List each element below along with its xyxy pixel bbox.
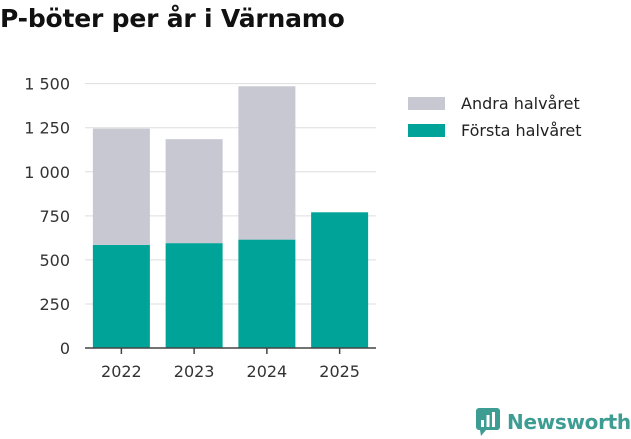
y-tick-label: 750 <box>39 207 70 226</box>
x-ticks: 2022 2023 2024 2025 <box>101 348 360 381</box>
bar-forsta-2025 <box>311 212 369 348</box>
brand-name: Newsworthy <box>507 410 631 434</box>
legend-swatch-andra <box>408 97 445 110</box>
x-tick-label: 2022 <box>101 362 142 381</box>
bar-andra-2023 <box>165 139 223 244</box>
y-tick-label: 1 250 <box>24 119 70 138</box>
bar-forsta-2022 <box>92 244 150 348</box>
y-tick-label: 0 <box>60 339 70 358</box>
x-tick-label: 2023 <box>174 362 215 381</box>
y-tick-label: 1 000 <box>24 163 70 182</box>
legend-item-forsta: Första halvåret <box>408 117 582 144</box>
y-tick-label: 500 <box>39 251 70 270</box>
y-tick-labels: 0 250 500 750 1 000 1 250 1 500 <box>24 75 70 358</box>
legend-item-andra: Andra halvåret <box>408 90 582 117</box>
legend-swatch-forsta <box>408 124 445 137</box>
bar-andra-2022 <box>92 128 150 245</box>
bar-chart-icon <box>476 408 500 436</box>
x-tick-label: 2025 <box>319 362 360 381</box>
bar-forsta-2023 <box>165 243 223 348</box>
legend-label-andra: Andra halvåret <box>461 94 580 113</box>
y-tick-label: 1 500 <box>24 75 70 94</box>
y-tick-label: 250 <box>39 295 70 314</box>
bar-andra-2024 <box>238 86 296 240</box>
legend: Andra halvåret Första halvåret <box>408 90 582 144</box>
bar-forsta-2024 <box>238 239 296 348</box>
chart-title: P-böter per år i Värnamo <box>0 4 345 33</box>
legend-label-forsta: Första halvåret <box>461 121 582 140</box>
x-tick-label: 2024 <box>247 362 288 381</box>
newsworthy-logo: Newsworthy <box>476 408 631 436</box>
bars <box>92 86 369 348</box>
